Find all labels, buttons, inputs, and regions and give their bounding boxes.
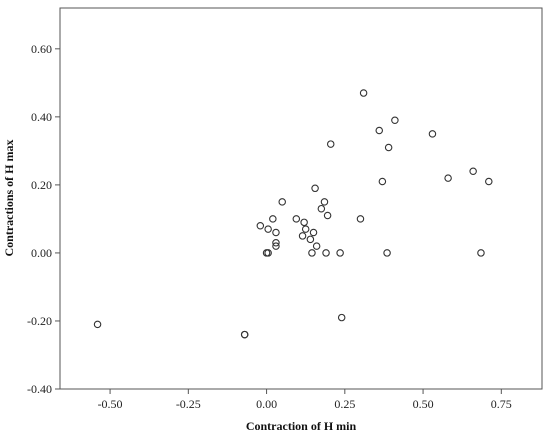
- data-point: [278, 198, 286, 206]
- x-axis-label: Contraction of H min: [246, 419, 357, 433]
- y-tick-label: 0.20: [31, 178, 52, 192]
- data-point: [378, 177, 387, 186]
- data-point: [320, 198, 329, 206]
- data-point: [269, 215, 277, 223]
- data-point: [308, 249, 316, 257]
- data-point: [292, 215, 301, 223]
- x-tick-label: 0.00: [256, 397, 277, 411]
- data-point: [375, 126, 383, 135]
- y-tick-label: 0.60: [31, 42, 52, 56]
- x-tick-label: 0.50: [413, 397, 434, 411]
- data-point: [256, 221, 265, 230]
- data-point: [272, 242, 280, 250]
- data-point: [326, 140, 335, 148]
- data-point: [384, 143, 393, 152]
- data-point: [356, 215, 365, 223]
- data-points: [93, 89, 493, 339]
- data-point: [93, 320, 102, 329]
- x-axis: -0.50 -0.25 0.00 0.25 0.50 0.75: [98, 389, 512, 411]
- data-point: [336, 249, 344, 257]
- data-point: [383, 249, 391, 257]
- data-point: [323, 211, 332, 220]
- plot-frame: [59, 7, 543, 390]
- data-point: [322, 249, 330, 257]
- data-point: [306, 235, 315, 244]
- y-tick-label: 0.00: [31, 246, 52, 260]
- data-point: [298, 232, 307, 240]
- data-point: [301, 225, 310, 233]
- data-point: [264, 249, 272, 257]
- data-point: [309, 228, 318, 237]
- data-point: [391, 116, 399, 125]
- data-point: [240, 330, 249, 339]
- data-point: [311, 184, 319, 193]
- x-tick-label: -0.25: [176, 397, 201, 411]
- data-point: [272, 228, 280, 237]
- data-point: [477, 249, 485, 257]
- x-tick-label: 0.75: [491, 397, 512, 411]
- data-point: [272, 238, 280, 247]
- y-axis-label: Contractions of H max: [2, 140, 16, 257]
- data-point: [337, 313, 346, 322]
- x-tick-label: 0.25: [334, 397, 355, 411]
- data-point: [428, 130, 437, 138]
- x-tick-label: -0.50: [98, 397, 123, 411]
- data-point: [444, 174, 452, 182]
- data-point: [312, 242, 321, 250]
- data-point: [264, 225, 272, 233]
- y-axis: -0.40 -0.20 0.00 0.20 0.40 0.60: [27, 42, 60, 396]
- data-point: [300, 218, 308, 227]
- data-point: [485, 177, 493, 186]
- data-point: [359, 89, 368, 97]
- data-point: [317, 204, 326, 213]
- y-tick-label: -0.40: [27, 382, 52, 396]
- y-tick-label: 0.40: [31, 110, 52, 124]
- y-tick-label: -0.20: [27, 314, 52, 328]
- data-point: [469, 167, 477, 176]
